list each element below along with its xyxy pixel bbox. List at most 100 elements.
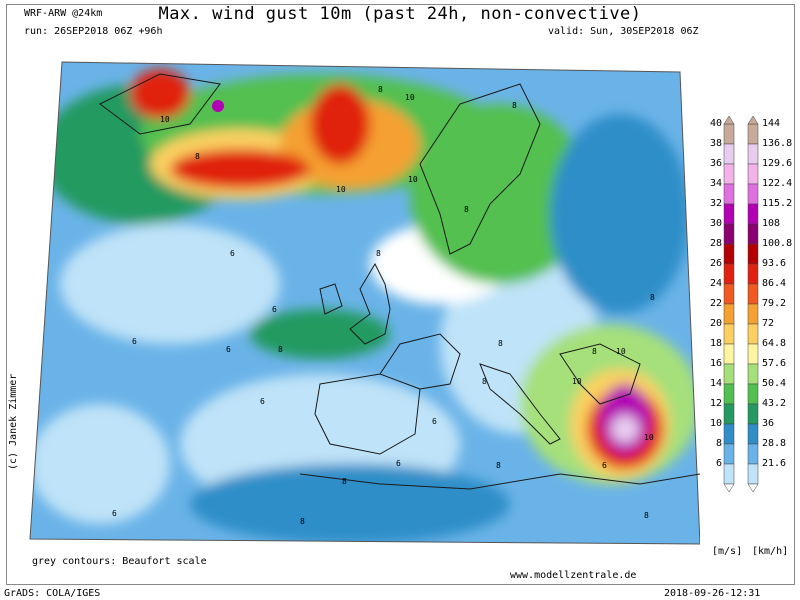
colorbar-label-ms: 16 [709,358,722,369]
contour-label: 6 [112,509,117,518]
colorbar-label-kmh: 108 [762,218,781,229]
colorbar-segment-ms [723,343,735,365]
contour-label: 10 [572,377,582,386]
contour-label: 10 [644,433,654,442]
model-label: WRF-ARW @24km [24,8,103,19]
colorbar-segment-kmh [747,283,759,305]
colorbar-segment-kmh [747,163,759,185]
colorbar-arrow-top [723,116,735,125]
colorbar-segment-ms [723,143,735,165]
colorbar-segment-kmh [747,123,759,145]
coast-italy [479,363,561,445]
colorbar-segment-ms [723,323,735,345]
map-svg: 8 10 6 8 10 8 10 8 10 8 6 8 6 8 10 8 6 8… [29,61,700,545]
colorbar-segment-ms [723,163,735,185]
contour-label: 6 [396,459,401,468]
colorbar-segment-ms [723,223,735,245]
colorbar-segment-kmh [747,443,759,465]
wind-gust-map: 8 10 6 8 10 8 10 8 10 8 6 8 6 8 10 8 6 8… [20,44,700,554]
coast-iberia [314,373,421,455]
contour-label: 8 [378,85,383,94]
colorbar-label-kmh: 115.2 [762,198,793,209]
colorbar-label-kmh: 144 [762,118,781,129]
calm-area-west [60,224,280,344]
coast-iceland [99,73,221,135]
colorbar-label-kmh: 64.8 [762,338,787,349]
colorbar-label-ms: 28 [709,238,722,249]
colorbar-label-ms: 36 [709,158,722,169]
medicane-eye [611,415,639,443]
colorbar-segment-kmh [747,243,759,265]
colorbar-segment-kmh [747,343,759,365]
colorbar-label-kmh: 43.2 [762,398,787,409]
storm-core-2 [310,84,370,164]
colorbar-label-ms: 6 [715,458,722,469]
website-label: www.modellzentrale.de [510,570,637,581]
colorbar: 40 144 38 136.8 36 129.6 34 122.4 32 115.2 30 108 28… [704,116,794,496]
colorbar-segment-ms [723,443,735,465]
coast-great-britain [349,262,391,345]
colorbar-segment-ms [723,463,735,485]
colorbar-label-ms: 18 [709,338,722,349]
coast-ireland [319,283,343,315]
contour-label: 6 [272,305,277,314]
colorbar-label-ms: 10 [709,418,722,429]
colorbar-segment-kmh [747,383,759,405]
contour-label: 8 [342,477,347,486]
colorbar-label-ms: 30 [709,218,722,229]
contour-label: 8 [644,511,649,520]
colorbar-label-kmh: 86.4 [762,278,787,289]
colorbar-label-ms: 38 [709,138,722,149]
coast-north-africa [299,473,700,490]
contour-label: 10 [405,93,415,102]
colorbar-label-ms: 34 [709,178,722,189]
colorbar-label-kmh: 100.8 [762,238,793,249]
contour-label: 10 [408,175,418,184]
colorbar-label-kmh: 136.8 [762,138,793,149]
colorbar-segment-ms [723,303,735,325]
timestamp-label: 2018-09-26-12:31 [664,588,761,599]
colorbar-arrow-bottom [747,483,759,493]
contour-label: 6 [132,337,137,346]
colorbar-segment-kmh [747,183,759,205]
colorbar-label-ms: 14 [709,378,722,389]
colorbar-segment-kmh [747,423,759,445]
colorbar-segment-ms [723,183,735,205]
contour-label: 8 [512,101,517,110]
copyright-label: (c) Janek Zimmer [8,373,19,470]
contour-label: 8 [498,339,503,348]
colorbar-segment-ms [723,283,735,305]
colorbar-label-kmh: 122.4 [762,178,793,189]
colorbar-segment-kmh [747,323,759,345]
colorbar-label-kmh: 36 [762,418,775,429]
contour-label: 8 [464,205,469,214]
colorbar-label-kmh: 50.4 [762,378,787,389]
calm-area-southwest [30,404,170,524]
storm-core-3 [130,69,190,119]
contours-note: grey contours: Beaufort scale [32,556,207,567]
contour-label: 8 [278,345,283,354]
colorbar-label-ms: 26 [709,258,722,269]
domain-border [29,61,700,545]
contour-label: 8 [650,293,655,302]
colorbar-label-kmh: 93.6 [762,258,787,269]
colorbar-label-ms: 40 [709,118,722,129]
valid-label: valid: Sun, 30SEP2018 06Z [548,26,699,37]
figure-frame [6,4,795,585]
coast-balkans [559,343,641,405]
colorbar-segment-kmh [747,203,759,225]
map-title: Max. wind gust 10m (past 24h, non-convec… [158,4,642,24]
contour-label: 8 [376,249,381,258]
colorbar-segment-kmh [747,143,759,165]
colorbar-segment-kmh [747,403,759,425]
contour-label: 6 [602,461,607,470]
storm-core [170,149,310,189]
colorbar-segment-kmh [747,363,759,385]
coast-france [379,333,461,390]
contour-label: 10 [160,115,170,124]
run-label: run: 26SEP2018 06Z +96h [24,26,163,37]
contour-label: 8 [482,377,487,386]
colorbar-label-ms: 20 [709,318,722,329]
coastlines [99,73,700,490]
colorbar-label-ms: 32 [709,198,722,209]
